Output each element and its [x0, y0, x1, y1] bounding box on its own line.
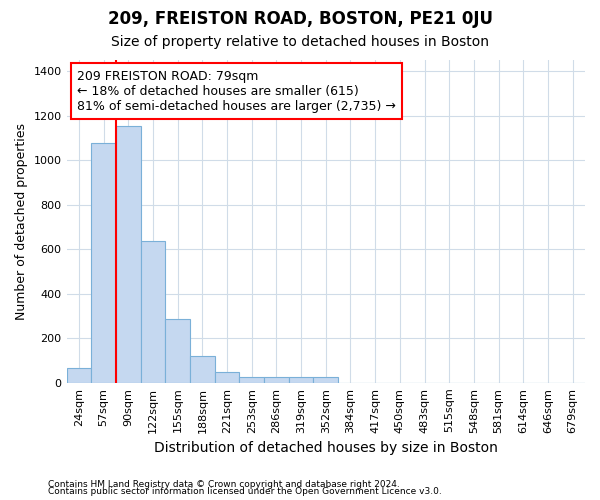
Text: Size of property relative to detached houses in Boston: Size of property relative to detached ho… — [111, 35, 489, 49]
Bar — [190, 356, 215, 383]
Bar — [116, 126, 140, 383]
Bar — [91, 144, 116, 383]
Text: Contains HM Land Registry data © Crown copyright and database right 2024.: Contains HM Land Registry data © Crown c… — [48, 480, 400, 489]
Bar — [239, 377, 264, 383]
X-axis label: Distribution of detached houses by size in Boston: Distribution of detached houses by size … — [154, 441, 498, 455]
Bar — [264, 377, 289, 383]
Text: 209 FREISTON ROAD: 79sqm
← 18% of detached houses are smaller (615)
81% of semi-: 209 FREISTON ROAD: 79sqm ← 18% of detach… — [77, 70, 396, 112]
Bar — [165, 320, 190, 383]
Text: 209, FREISTON ROAD, BOSTON, PE21 0JU: 209, FREISTON ROAD, BOSTON, PE21 0JU — [107, 10, 493, 28]
Bar — [289, 377, 313, 383]
Bar — [140, 242, 165, 383]
Bar — [313, 377, 338, 383]
Bar — [215, 372, 239, 383]
Text: Contains public sector information licensed under the Open Government Licence v3: Contains public sector information licen… — [48, 487, 442, 496]
Bar — [67, 368, 91, 383]
Y-axis label: Number of detached properties: Number of detached properties — [15, 123, 28, 320]
